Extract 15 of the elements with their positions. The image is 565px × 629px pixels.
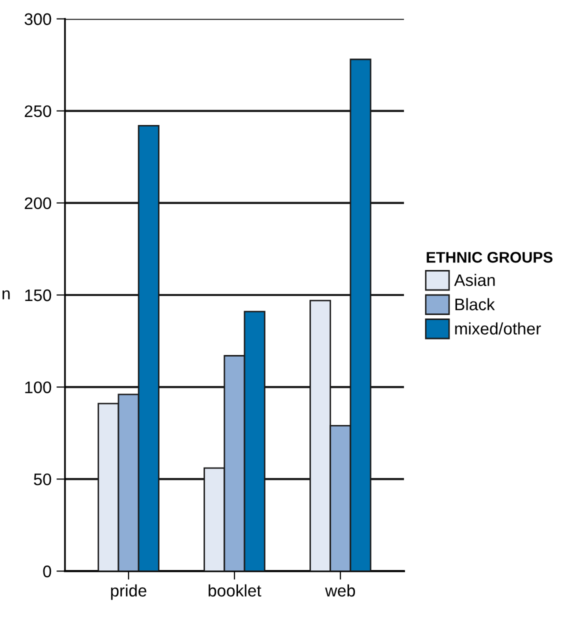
y-axis-title: n	[2, 290, 10, 300]
y-tick-label: 150	[25, 289, 52, 302]
y-tick-label: 300	[24, 13, 52, 26]
legend-label: mixed/other	[455, 322, 541, 335]
legend-title: ETHNIC GROUPS	[426, 252, 552, 263]
x-tick-label: pride	[111, 584, 146, 600]
legend-label: Asian	[454, 274, 495, 286]
x-tick-label: web	[325, 584, 355, 597]
y-tick-label: 0	[43, 566, 52, 578]
legend-label: Black	[455, 298, 495, 310]
y-tick-label: 50	[34, 473, 52, 486]
y-tick-label: 100	[25, 381, 52, 394]
y-tick-label: 200	[24, 197, 52, 210]
y-tick-label: 250	[24, 105, 52, 118]
x-tick-label: booklet	[208, 584, 262, 597]
